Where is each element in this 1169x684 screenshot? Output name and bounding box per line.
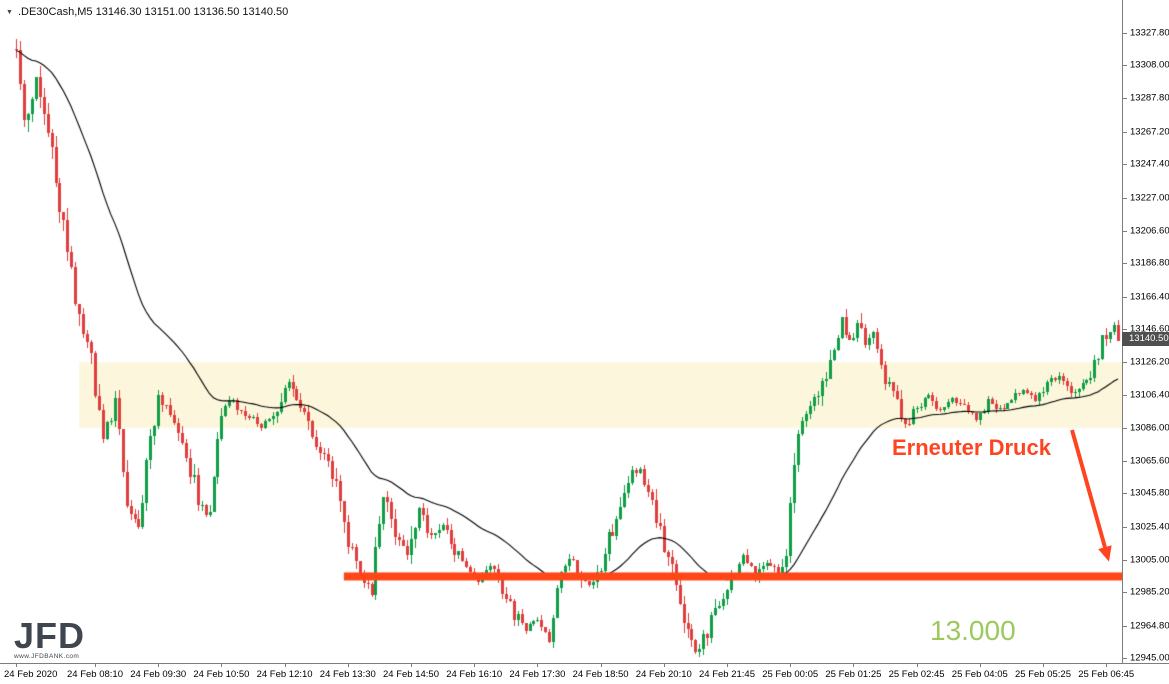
time-axis-tick [474,664,475,667]
time-axis-tick [221,664,222,667]
price-axis-label: 13065.60 [1130,455,1169,467]
time-axis-tick [348,664,349,667]
price-axis-label: 13146.60 [1130,323,1169,335]
time-axis-tick [537,664,538,667]
price-axis-label: 13267.20 [1130,126,1169,138]
time-axis-label: 25 Feb 05:25 [1015,669,1071,680]
time-axis-tick [285,664,286,667]
time-axis-tick [95,664,96,667]
annotation-level-text: 13.000 [930,615,1016,646]
time-axis-label: 24 Feb 10:50 [193,669,250,680]
time-axis-tick [1043,664,1044,667]
time-axis-tick [411,664,412,667]
price-axis-label: 13308.00 [1130,59,1169,71]
jfd-logo: JFD www.JFDBANK.com [14,615,86,661]
price-axis-tick [1123,98,1127,100]
time-axis-label: 24 Feb 09:30 [130,669,187,680]
time-axis-label: 24 Feb 16:10 [446,669,503,680]
time-axis-tick [790,664,791,667]
price-axis-tick [1123,592,1127,594]
price-axis-tick [1123,32,1127,34]
price-axis-tick [1123,493,1127,495]
price-axis-tick [1123,427,1127,429]
price-axis-tick [1123,461,1127,463]
price-axis-label: 13005.00 [1130,554,1169,566]
time-axis-tick [16,664,17,667]
price-axis-label: 12985.20 [1130,586,1169,598]
price-axis-label: 13327.80 [1130,27,1169,39]
time-axis-label: 25 Feb 04:05 [951,669,1008,680]
price-axis-label: 13206.60 [1130,225,1169,237]
logo-website: www.JFDBANK.com [14,653,80,660]
price-axis-tick [1123,164,1127,166]
price-axis-label: 12945.00 [1130,652,1169,664]
symbol-ohlc-text: .DE30Cash,M5 13146.30 13151.00 13136.50 … [17,6,289,18]
time-axis-label: 25 Feb 06:45 [1078,669,1135,680]
price-axis-tick [1123,560,1127,562]
price-axis-tick [1123,131,1127,133]
price-axis-tick [1123,625,1127,627]
price-axis-label: 13045.80 [1130,487,1169,499]
price-axis-tick [1123,328,1127,330]
price-chart[interactable] [0,0,1122,663]
price-axis-label: 13247.40 [1130,158,1169,170]
time-axis-label: 24 Feb 18:50 [572,669,629,680]
price-axis-label: 12964.80 [1130,620,1169,632]
price-axis-label: 13025.40 [1130,521,1169,533]
time-axis-tick [727,664,728,667]
time-axis-tick [980,664,981,667]
time-axis-label: 25 Feb 01:25 [825,669,882,680]
logo-text: JFD [14,615,86,656]
price-axis-label: 13126.20 [1130,356,1169,368]
price-axis-tick [1123,658,1127,660]
price-axis-tick [1123,394,1127,396]
price-axis-label: 13106.40 [1130,389,1169,401]
current-price-tag: 13140.50 [1122,332,1169,346]
annotation-pressure-text: Erneuter Druck [892,435,1051,460]
time-axis-tick [601,664,602,667]
time-axis-label: 24 Feb 14:50 [383,669,439,680]
price-axis-tick [1123,263,1127,265]
time-axis[interactable]: 24 Feb 2020 24 Feb 08:10 24 Feb 09:30 24 Fe… [0,663,1169,684]
time-axis-tick [917,664,918,667]
price-axis-label: 13186.80 [1130,257,1169,269]
time-axis-label: 24 Feb 21:45 [699,669,755,680]
time-axis-label: 25 Feb 02:45 [888,669,945,680]
price-axis-label: 13227.00 [1130,192,1169,204]
price-axis-tick [1123,526,1127,528]
time-axis-label: 24 Feb 08:10 [67,669,123,680]
time-axis-label: 24 Feb 12:10 [256,669,313,680]
time-axis-tick [1106,664,1107,667]
price-axis-label: 13287.80 [1130,92,1169,104]
symbol-title: ▼ .DE30Cash,M5 13146.30 13151.00 13136.5… [6,6,288,18]
price-axis-label: 13166.40 [1130,291,1169,303]
price-axis-tick [1123,296,1127,298]
time-axis-label: 24 Feb 2020 [4,669,58,680]
price-axis-tick [1123,197,1127,199]
time-axis-tick [853,664,854,667]
time-axis-tick [664,664,665,667]
time-axis-label: 24 Feb 20:10 [635,669,692,680]
time-axis-tick [158,664,159,667]
price-axis-tick [1123,362,1127,364]
chevron-down-icon[interactable]: ▼ [6,8,13,16]
price-axis-tick [1123,65,1127,67]
time-axis-label: 25 Feb 00:05 [762,669,819,680]
current-price-value: 13140.50 [1129,333,1169,344]
price-axis[interactable]: 13327.80 13308.00 13287.80 13267.20 13247.40… [1122,0,1169,664]
time-axis-label: 24 Feb 17:30 [509,669,566,680]
time-axis-label: 24 Feb 13:30 [319,669,376,680]
price-axis-tick [1123,230,1127,232]
price-axis-label: 13086.00 [1130,422,1169,434]
